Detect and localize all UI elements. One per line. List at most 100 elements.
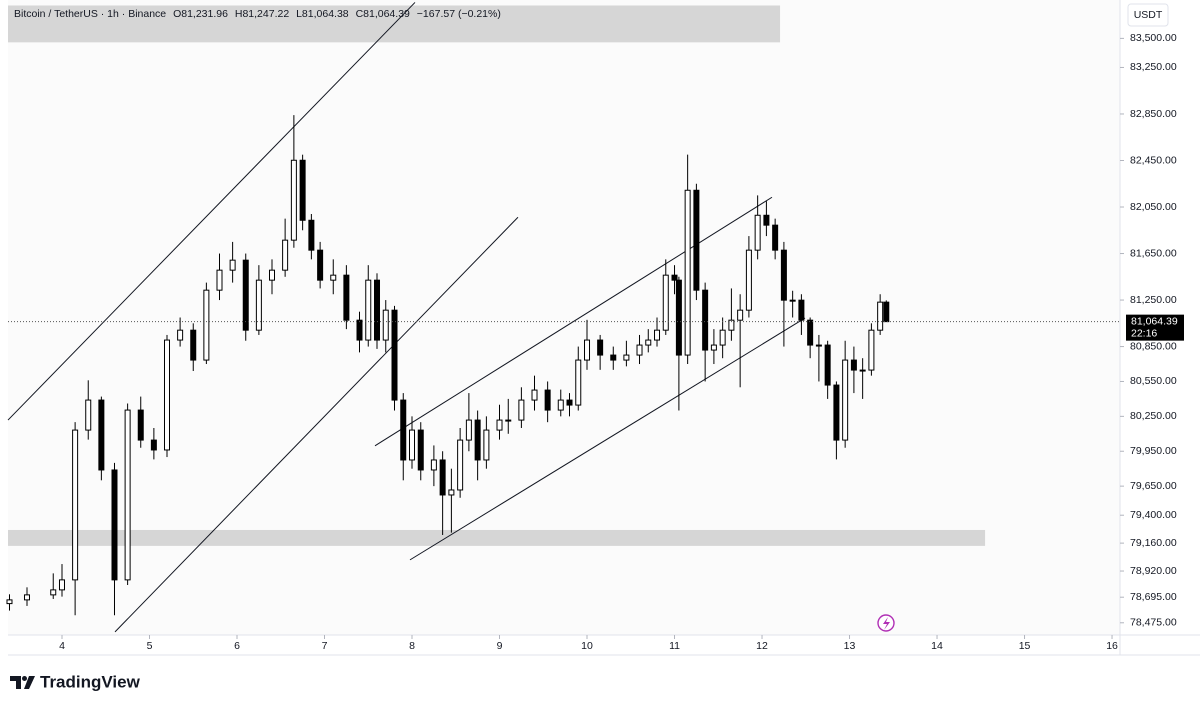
candle-body (365, 279, 372, 341)
x-tick-label: 14 (931, 640, 943, 652)
candle-body (833, 384, 840, 441)
x-tick-label: 9 (497, 640, 503, 652)
candle-body (343, 274, 350, 321)
candle-body (645, 339, 652, 346)
x-tick-label: 16 (1106, 640, 1118, 652)
y-tick-label: 79,400.00 (1130, 509, 1177, 521)
candles (6, 115, 890, 616)
candle-body (255, 279, 262, 331)
candle-body (203, 289, 210, 361)
candle-body (877, 301, 884, 331)
candle-body (98, 399, 105, 471)
y-tick-label: 80,550.00 (1130, 375, 1177, 387)
candle-body (268, 269, 275, 281)
brand: TradingView (10, 672, 141, 691)
legend-low: L81,064.38 (296, 8, 349, 20)
y-tick-label: 78,920.00 (1130, 565, 1177, 577)
candle-body (737, 309, 744, 321)
legend-open: O81,231.96 (173, 8, 228, 20)
candle-body (815, 344, 822, 347)
candle-body (584, 339, 591, 361)
zone (8, 529, 986, 546)
trendline (374, 196, 773, 447)
y-tick-label: 82,450.00 (1130, 154, 1177, 166)
plot-area (8, 0, 1120, 635)
y-tick-label: 81,650.00 (1130, 247, 1177, 259)
y-tick-label: 82,850.00 (1130, 108, 1177, 120)
last-price-box (1126, 314, 1184, 341)
candle-body (623, 354, 630, 361)
candle-body (610, 354, 617, 361)
candle-body (6, 599, 13, 605)
time-axis: 4 5 6 7 8 9 10 11 12 13 14 15 16 (59, 635, 1118, 652)
candle-body (710, 344, 717, 351)
logo-part (22, 676, 27, 681)
candle-body (356, 319, 363, 341)
price-axis: 83,500.00 83,250.00 82,850.00 82,450.00 82,0… (1120, 32, 1177, 629)
candle-body (798, 299, 805, 321)
x-tick-label: 5 (147, 640, 153, 652)
candle-body (675, 279, 682, 356)
candle-body (58, 579, 65, 591)
candle-body (457, 439, 464, 491)
currency[interactable]: USDT (1134, 9, 1163, 21)
trendlines (7, 2, 806, 633)
candle-body (636, 344, 643, 356)
candle-body (290, 159, 297, 241)
x-tick-label: 8 (409, 640, 415, 652)
candle-body (242, 259, 249, 331)
candle-body (111, 469, 118, 581)
candle-body (754, 214, 761, 251)
candle-body (728, 319, 735, 331)
candle-body (566, 399, 573, 406)
trendline (409, 317, 806, 561)
y-tick-label: 79,160.00 (1130, 537, 1177, 549)
candle-body (807, 319, 814, 346)
candle-body (382, 309, 389, 341)
logo-part (10, 676, 21, 689)
candle-body (474, 419, 481, 461)
currency-box[interactable] (1127, 3, 1169, 27)
candle-body (124, 409, 131, 581)
y-tick-label: 79,950.00 (1130, 445, 1177, 457)
candle-body (150, 439, 157, 451)
y-tick-label: 80,850.00 (1130, 340, 1177, 352)
x-tick-label: 11 (669, 640, 680, 652)
y-tick-label: 78,475.00 (1130, 617, 1177, 629)
icon-bolt[interactable] (883, 617, 890, 630)
candle-body (299, 159, 306, 221)
countdown: 22:16 (1131, 327, 1157, 339)
candle-body (505, 419, 512, 422)
candle-body (85, 399, 92, 431)
candle-body (789, 299, 796, 302)
candle-body (439, 459, 446, 496)
candle-body (72, 429, 79, 581)
candle-body (137, 409, 144, 441)
candle-body (842, 359, 849, 441)
candle-body (163, 339, 170, 451)
candle-body (544, 389, 551, 411)
candle-body (317, 249, 324, 281)
candle-body (430, 459, 437, 471)
candle-body (780, 249, 787, 301)
x-tick-label: 4 (59, 640, 65, 652)
candle-body (465, 419, 472, 441)
legend-change: −167.57 (−0.21%) (417, 8, 501, 20)
x-tick-label: 7 (322, 640, 328, 652)
y-tick-label: 81,250.00 (1130, 294, 1177, 306)
candle-body (597, 339, 604, 356)
y-tick-label: 82,050.00 (1130, 201, 1177, 213)
legend-high: H81,247.22 (235, 8, 289, 20)
x-tick-label: 10 (581, 640, 593, 652)
candle-body (868, 329, 875, 371)
candle-body (763, 214, 770, 226)
y-tick-label: 83,500.00 (1130, 32, 1177, 44)
candle-body (496, 419, 503, 431)
lightning-icon[interactable] (877, 614, 895, 632)
candle-body (308, 219, 315, 251)
x-tick-label: 15 (1019, 640, 1031, 652)
candle-body (859, 369, 866, 372)
candle-body (702, 289, 709, 351)
candle-body (684, 189, 691, 356)
